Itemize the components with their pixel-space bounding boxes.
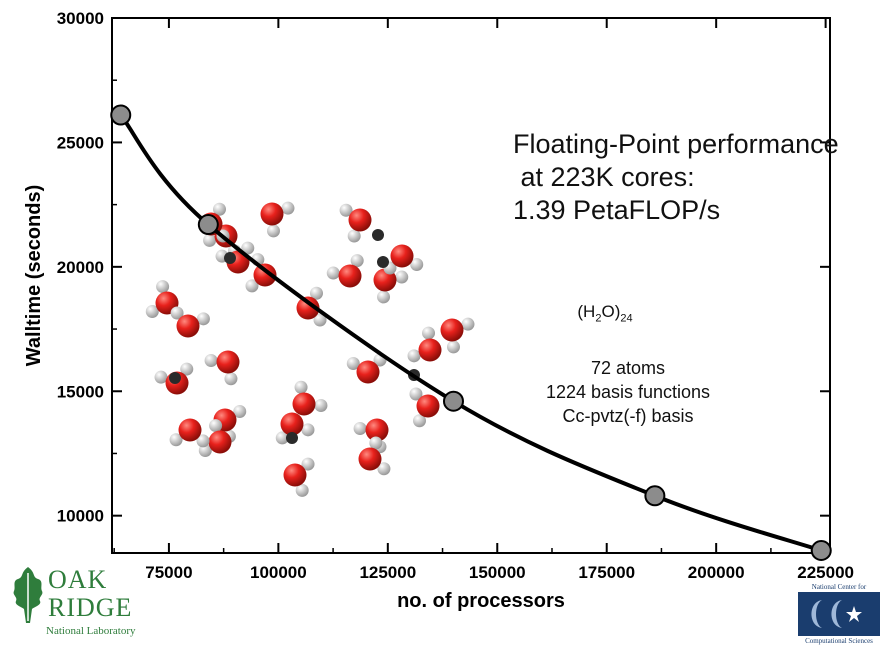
x-axis-label: no. of processors [397, 590, 565, 612]
water-molecule [170, 306, 210, 338]
dark-atom [224, 252, 236, 264]
water-molecule [407, 326, 442, 363]
water-molecule [169, 418, 210, 448]
water-molecule [275, 412, 315, 445]
ornl-wordmark-line3: National Laboratory [46, 625, 136, 637]
y-tick-label: 30000 [57, 9, 104, 28]
ornl-wordmark-line2: RIDGE [48, 593, 133, 622]
dark-atom [286, 432, 298, 444]
water-molecule [260, 201, 295, 238]
water-molecule [383, 244, 424, 275]
y-tick-label: 20000 [57, 258, 104, 277]
formula-part: O) [601, 302, 621, 321]
oak-leaf-icon [13, 567, 43, 623]
water-molecule [440, 317, 475, 354]
x-tick-label: 75000 [145, 563, 192, 582]
water-molecule [358, 436, 391, 476]
performance-annotation: Floating-Point performance at 223K cores… [513, 128, 839, 227]
formula-subscript: 24 [620, 312, 633, 325]
nccs-top-text: National Center for [811, 583, 867, 591]
water-molecule [198, 419, 232, 457]
basis-details: 72 atoms 1224 basis functions Cc-pvtz(-f… [508, 356, 748, 428]
data-point [644, 485, 666, 507]
water-molecule [409, 387, 440, 428]
dark-atom [377, 256, 389, 268]
series-points [110, 104, 832, 562]
water-molecule [245, 253, 277, 293]
x-axis-ticks: 75000 100000 125000 150000 175000 200000 22500… [113, 18, 854, 582]
data-point [110, 104, 132, 126]
x-tick-label: 125000 [359, 563, 416, 582]
x-tick-label: 150000 [469, 563, 526, 582]
annotation-line: Floating-Point performance [513, 129, 839, 159]
data-point [442, 390, 464, 412]
ornl-logo: OAK RIDGE National Laboratory [10, 565, 160, 645]
y-tick-label: 15000 [57, 382, 104, 401]
data-point [197, 214, 219, 236]
y-tick-label: 25000 [57, 133, 104, 152]
formula-subscript: 2 [595, 312, 602, 325]
data-point [810, 540, 832, 562]
y-axis-label: Walltime (seconds) [23, 185, 45, 367]
water-cluster-illustration [145, 201, 475, 497]
x-tick-label: 225000 [797, 563, 854, 582]
dark-atom [372, 229, 384, 241]
water-molecule [283, 457, 315, 497]
formula-part: (H [577, 302, 596, 321]
water-molecule [326, 254, 364, 288]
water-molecule [292, 380, 328, 416]
annotation-line: at 223K cores: [513, 162, 695, 192]
ornl-wordmark-line1: OAK [48, 565, 108, 594]
dark-atom [169, 372, 181, 384]
x-tick-label: 200000 [688, 563, 745, 582]
x-tick-label: 175000 [578, 563, 635, 582]
molecule-formula: (H2O)24 [540, 302, 670, 324]
water-molecule [339, 203, 372, 243]
y-axis-ticks: 10000 15000 20000 25000 30000 [57, 9, 830, 526]
annotation-line: 1.39 PetaFLOP/s [513, 195, 721, 225]
nccs-logo: National Center for Computational Scienc… [792, 583, 886, 645]
nccs-bottom-text: Computational Sciences [805, 637, 873, 645]
water-molecule [346, 353, 387, 384]
x-tick-label: 100000 [250, 563, 307, 582]
detail-line: 1224 basis functions [545, 382, 711, 402]
detail-line: 72 atoms [590, 358, 666, 378]
nccs-emblem-icon [798, 592, 880, 636]
plot-frame [111, 17, 831, 554]
detail-line: Cc-pvtz(-f) basis [562, 406, 694, 426]
y-tick-label: 10000 [57, 507, 104, 526]
water-molecule [204, 350, 240, 386]
